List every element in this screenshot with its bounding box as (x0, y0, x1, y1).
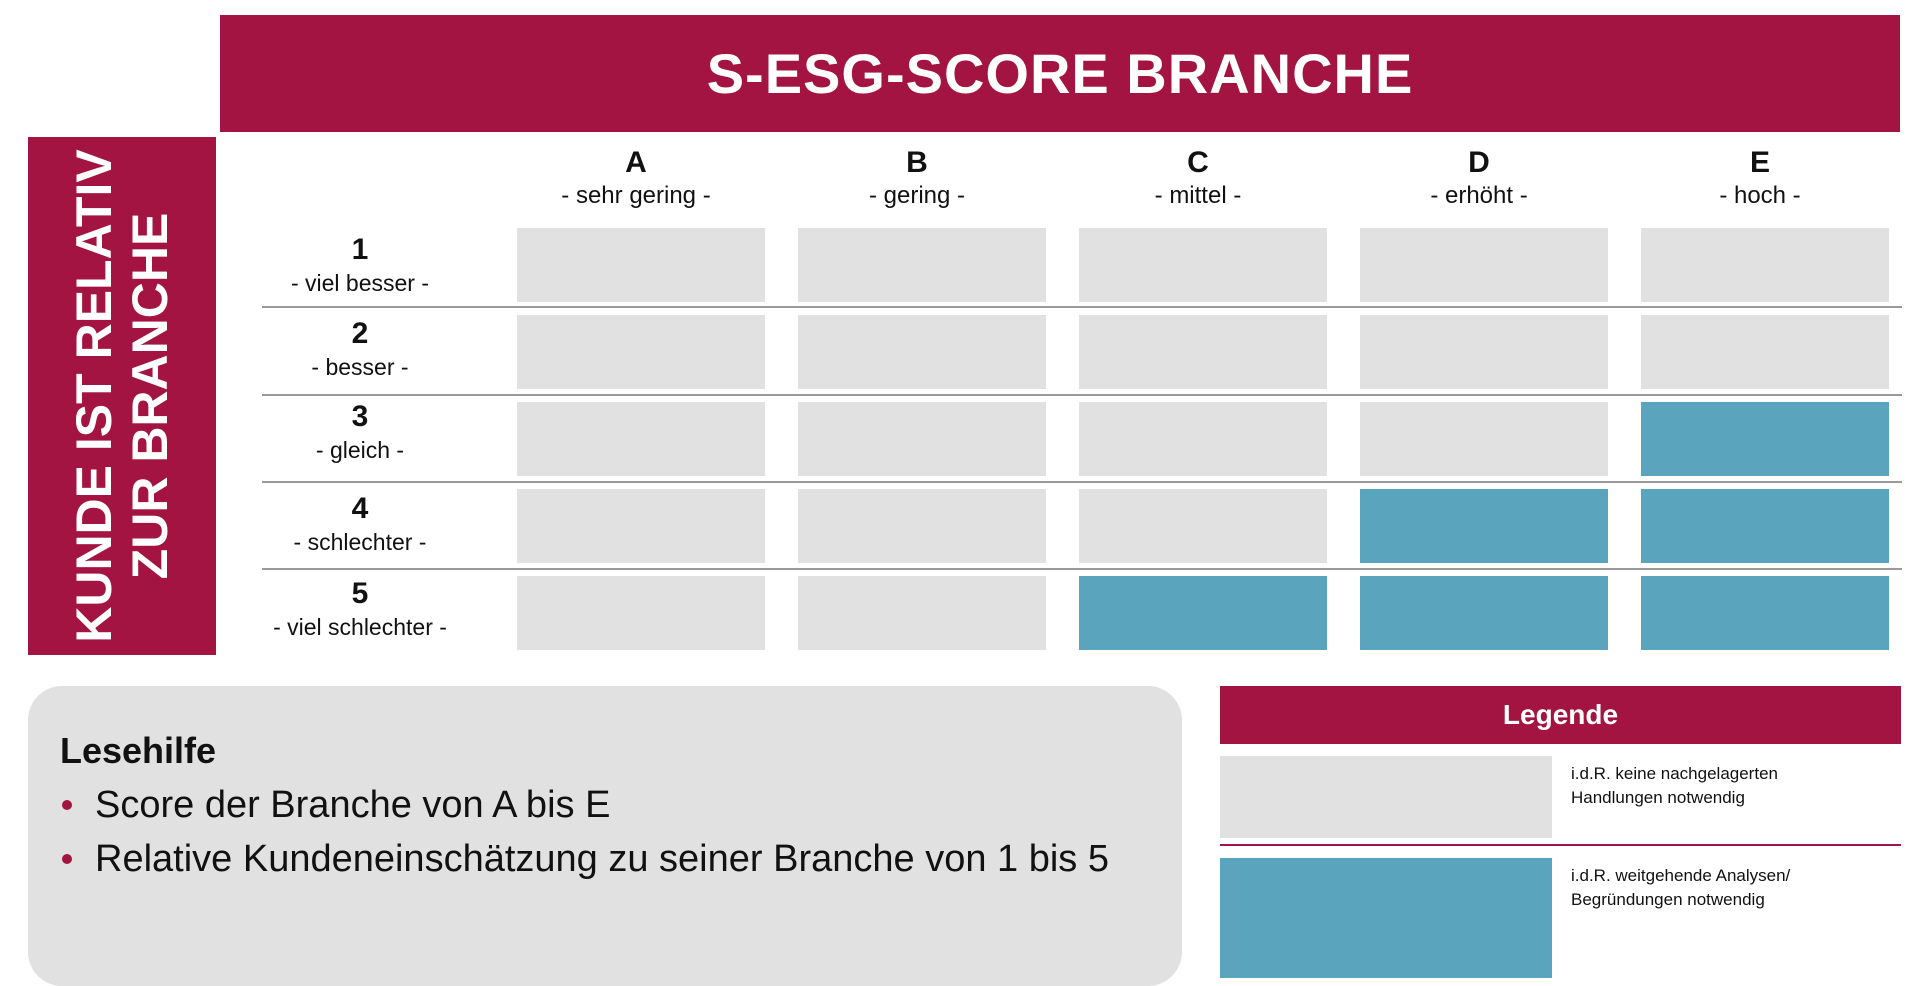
legend-text-highlight: i.d.R. weitgehende Analysen/ Begründunge… (1571, 866, 1791, 909)
matrix-cell-c-3 (1079, 402, 1327, 476)
row-label: - viel schlechter - (273, 614, 447, 640)
reading-aid-item: Score der Branche von A bis E (60, 778, 1109, 832)
column-header-e: E - hoch - (1635, 145, 1885, 211)
reading-aid-item: Relative Kundeneinschätzung zu seiner Br… (60, 832, 1109, 886)
reading-aid-box: Lesehilfe Score der Branche von A bis E … (28, 686, 1182, 986)
row-label: - viel besser - (290, 270, 430, 296)
matrix-cell-a-3 (517, 402, 765, 476)
row-divider (262, 394, 1902, 396)
reading-aid-title: Lesehilfe (60, 730, 217, 771)
column-header-c: C - mittel - (1073, 145, 1323, 211)
row-axis-label: KUNDE IST RELATIV ZUR BRANCHE (28, 137, 216, 655)
matrix-cell-e-4 (1641, 489, 1889, 563)
matrix-cell-c-2 (1079, 315, 1327, 389)
matrix-cell-c-5 (1079, 576, 1327, 650)
legend-swatch-neutral (1220, 756, 1552, 838)
legend-divider (1220, 844, 1901, 846)
row-label: - schlechter - (293, 529, 427, 555)
column-letter: B (906, 146, 928, 179)
row-label: - besser - (311, 354, 409, 380)
row-divider (262, 568, 1902, 570)
row-number: 4 (351, 492, 369, 525)
column-label: - hoch - (1719, 182, 1801, 209)
matrix-cell-d-2 (1360, 315, 1608, 389)
matrix-cell-e-2 (1641, 315, 1889, 389)
row-axis-label-line-1: KUNDE IST RELATIV (66, 149, 122, 643)
matrix-cell-d-5 (1360, 576, 1608, 650)
legend-title: Legende (1220, 686, 1901, 744)
column-label: - sehr gering - (561, 182, 711, 209)
matrix-cell-b-3 (798, 402, 1046, 476)
matrix-cell-b-5 (798, 576, 1046, 650)
reading-aid-text: Relative Kundeneinschätzung zu seiner Br… (95, 838, 1109, 880)
column-header-b: B - gering - (792, 145, 1042, 211)
row-divider (262, 481, 1902, 483)
matrix-cell-c-4 (1079, 489, 1327, 563)
matrix-cell-e-3 (1641, 402, 1889, 476)
column-label: - erhöht - (1430, 182, 1528, 209)
bullet-icon (62, 800, 72, 810)
column-letter: A (625, 146, 647, 179)
reading-aid-list: Score der Branche von A bis E Relative K… (60, 778, 1109, 886)
matrix-cell-a-5 (517, 576, 765, 650)
row-label: - gleich - (315, 437, 405, 463)
matrix-cell-a-2 (517, 315, 765, 389)
column-letter: D (1468, 146, 1490, 179)
row-number: 3 (351, 400, 369, 433)
row-header-5: 5 - viel schlechter - (260, 576, 460, 642)
row-number: 1 (351, 233, 369, 266)
matrix-cell-d-3 (1360, 402, 1608, 476)
row-header-4: 4 - schlechter - (260, 491, 460, 557)
column-letter: C (1187, 146, 1209, 179)
column-header-a: A - sehr gering - (511, 145, 761, 211)
matrix-cell-e-5 (1641, 576, 1889, 650)
bullet-icon (62, 854, 72, 864)
row-number: 5 (351, 577, 369, 610)
row-number: 2 (351, 317, 369, 350)
column-label: - mittel - (1154, 182, 1242, 209)
legend-text-neutral: i.d.R. keine nachgelagerten Handlungen n… (1571, 764, 1778, 807)
matrix-cell-b-4 (798, 489, 1046, 563)
page-title: S-ESG-SCORE BRANCHE (220, 15, 1900, 132)
row-header-2: 2 - besser - (260, 316, 460, 382)
column-header-d: D - erhöht - (1354, 145, 1604, 211)
column-letter: E (1749, 146, 1770, 179)
matrix-cell-b-2 (798, 315, 1046, 389)
matrix-cell-e-1 (1641, 228, 1889, 302)
matrix-cell-a-1 (517, 228, 765, 302)
matrix-cell-b-1 (798, 228, 1046, 302)
reading-aid-text: Score der Branche von A bis E (95, 784, 611, 826)
row-axis-label-line-2: ZUR BRANCHE (122, 212, 178, 580)
matrix-cell-d-4 (1360, 489, 1608, 563)
row-header-3: 3 - gleich - (260, 399, 460, 465)
row-header-1: 1 - viel besser - (260, 232, 460, 298)
matrix-cell-c-1 (1079, 228, 1327, 302)
matrix-cell-a-4 (517, 489, 765, 563)
column-label: - gering - (868, 182, 966, 209)
matrix-cell-d-1 (1360, 228, 1608, 302)
row-divider (262, 306, 1902, 308)
legend-swatch-highlight (1220, 858, 1552, 978)
